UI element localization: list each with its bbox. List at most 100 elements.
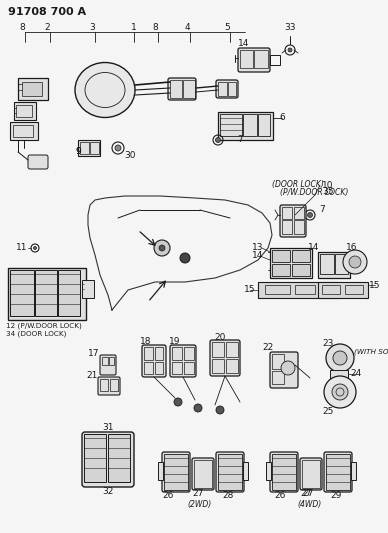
Bar — [164, 454, 188, 490]
Text: 27: 27 — [300, 489, 312, 498]
Text: 5: 5 — [224, 23, 230, 33]
FancyBboxPatch shape — [238, 48, 270, 72]
Bar — [243, 462, 248, 480]
Text: (DOOR LOCK): (DOOR LOCK) — [272, 181, 324, 190]
Bar — [172, 362, 182, 374]
Bar — [294, 207, 304, 219]
Text: 27: 27 — [192, 489, 204, 498]
Circle shape — [154, 240, 170, 256]
Bar — [170, 80, 182, 98]
FancyBboxPatch shape — [216, 452, 244, 492]
Text: 10: 10 — [322, 181, 334, 190]
Bar — [220, 114, 242, 136]
Text: 21: 21 — [86, 370, 98, 379]
Bar — [10, 122, 38, 140]
Text: 28: 28 — [222, 491, 234, 500]
Circle shape — [33, 246, 36, 249]
Text: 7: 7 — [319, 206, 325, 214]
Bar — [144, 347, 153, 360]
Text: 11: 11 — [16, 244, 28, 253]
FancyBboxPatch shape — [280, 205, 306, 237]
Text: 34 (DOOR LOCK): 34 (DOOR LOCK) — [6, 331, 66, 337]
Bar — [272, 454, 296, 490]
Text: (WITH SOCKET): (WITH SOCKET) — [354, 349, 388, 356]
Text: (4WD): (4WD) — [298, 500, 322, 510]
Bar — [22, 82, 42, 96]
FancyBboxPatch shape — [162, 452, 190, 492]
Circle shape — [349, 256, 361, 268]
Bar — [272, 371, 284, 384]
Bar — [18, 78, 48, 100]
Bar — [8, 268, 86, 320]
Circle shape — [159, 245, 165, 251]
Text: 26: 26 — [274, 491, 286, 500]
Bar — [320, 254, 334, 274]
Circle shape — [343, 250, 367, 274]
Bar — [318, 252, 350, 278]
FancyBboxPatch shape — [98, 377, 120, 395]
Text: 15: 15 — [244, 286, 256, 295]
FancyBboxPatch shape — [192, 458, 214, 490]
Bar — [258, 282, 338, 298]
Bar — [258, 114, 270, 136]
Bar — [226, 342, 238, 357]
FancyBboxPatch shape — [170, 345, 196, 377]
Bar — [330, 370, 348, 380]
Bar — [183, 80, 195, 98]
Text: 20: 20 — [214, 333, 226, 342]
Bar — [82, 280, 94, 298]
FancyBboxPatch shape — [270, 452, 298, 492]
Text: 26: 26 — [162, 491, 174, 500]
Ellipse shape — [75, 62, 135, 117]
Text: 16: 16 — [346, 244, 358, 253]
Bar — [108, 434, 130, 482]
Bar — [58, 270, 80, 316]
Bar — [228, 82, 236, 96]
Bar — [272, 250, 290, 262]
Bar — [243, 114, 257, 136]
Bar — [218, 82, 227, 96]
Bar — [320, 285, 334, 294]
Bar — [294, 220, 304, 234]
Text: 2: 2 — [44, 23, 50, 33]
Text: (P/W.DOOR LOCK): (P/W.DOOR LOCK) — [280, 188, 348, 197]
Bar — [10, 270, 34, 316]
Text: 3: 3 — [89, 23, 95, 33]
Bar — [102, 357, 108, 365]
Bar — [100, 379, 108, 391]
Text: 22: 22 — [262, 343, 274, 352]
Circle shape — [308, 213, 312, 217]
FancyBboxPatch shape — [82, 432, 134, 487]
Bar — [292, 264, 310, 276]
Text: 19: 19 — [169, 337, 181, 346]
Circle shape — [324, 376, 356, 408]
Bar — [144, 362, 153, 374]
Circle shape — [194, 404, 202, 412]
Text: 31: 31 — [102, 424, 114, 432]
Bar — [295, 285, 315, 294]
Bar — [212, 342, 224, 357]
Bar — [90, 142, 99, 154]
Bar — [270, 248, 312, 278]
Bar — [155, 347, 163, 360]
Bar — [184, 347, 194, 360]
Text: 23: 23 — [322, 340, 334, 349]
Bar — [292, 250, 310, 262]
Bar — [218, 454, 242, 490]
Bar — [80, 142, 89, 154]
Circle shape — [115, 145, 121, 151]
FancyBboxPatch shape — [324, 452, 352, 492]
Text: 8: 8 — [152, 23, 158, 33]
Text: 1: 1 — [131, 23, 137, 33]
FancyBboxPatch shape — [210, 340, 240, 376]
Bar — [266, 462, 271, 480]
Text: 18: 18 — [140, 337, 152, 346]
Bar — [345, 285, 363, 294]
Text: 24: 24 — [350, 369, 362, 378]
Bar — [110, 379, 118, 391]
Text: 33: 33 — [284, 23, 296, 33]
Text: 27: 27 — [302, 489, 314, 498]
Circle shape — [281, 361, 295, 375]
Text: 30: 30 — [124, 150, 136, 159]
Text: 7: 7 — [237, 135, 243, 144]
